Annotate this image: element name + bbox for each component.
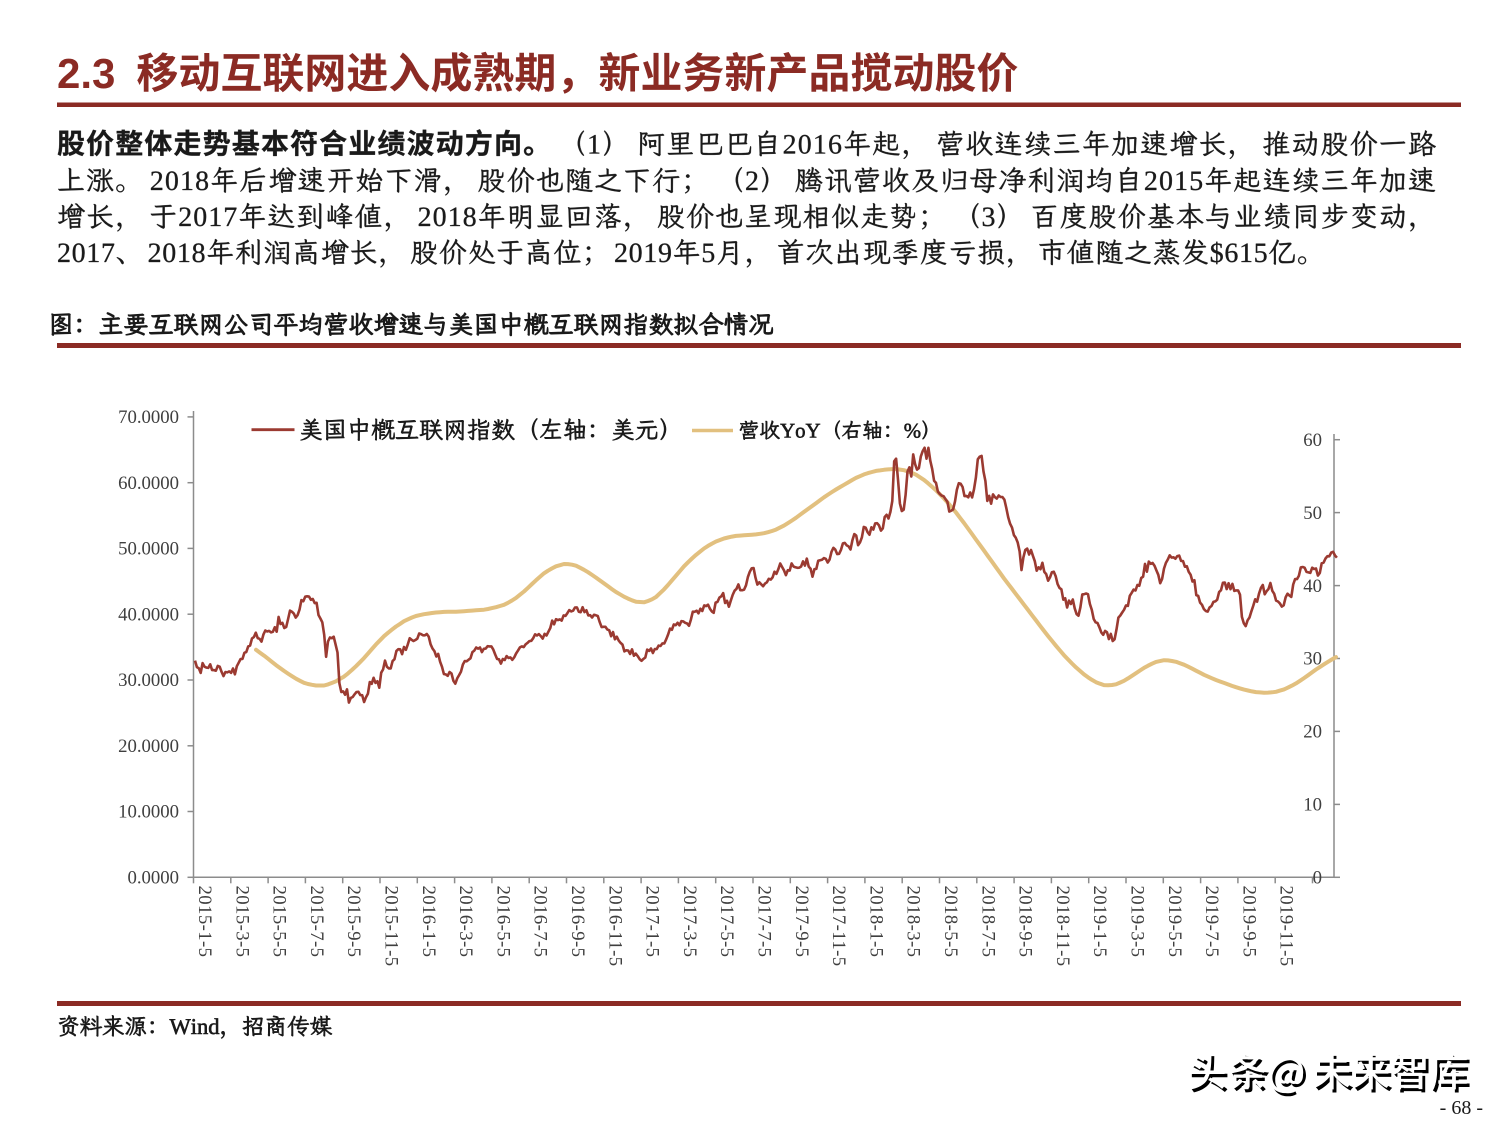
svg-text:30.0000: 30.0000 xyxy=(118,670,179,691)
svg-text:2018-3-5: 2018-3-5 xyxy=(903,886,924,958)
svg-text:2017-3-5: 2017-3-5 xyxy=(679,886,700,958)
svg-text:2018-5-5: 2018-5-5 xyxy=(940,886,961,958)
svg-text:2016-3-5: 2016-3-5 xyxy=(455,886,476,958)
svg-text:20: 20 xyxy=(1303,722,1322,743)
svg-text:2018-9-5: 2018-9-5 xyxy=(1015,886,1036,958)
svg-text:40.0000: 40.0000 xyxy=(118,604,179,625)
svg-text:2015-1-5: 2015-1-5 xyxy=(194,886,215,958)
svg-text:20.0000: 20.0000 xyxy=(118,736,179,757)
svg-text:2016-5-5: 2016-5-5 xyxy=(492,886,513,958)
svg-text:2018-7-5: 2018-7-5 xyxy=(977,886,998,958)
svg-text:2015-5-5: 2015-5-5 xyxy=(269,886,290,958)
svg-text:60.0000: 60.0000 xyxy=(118,473,179,494)
svg-text:2016-11-5: 2016-11-5 xyxy=(604,886,625,967)
svg-text:2018-1-5: 2018-1-5 xyxy=(865,886,886,958)
svg-text:2016-1-5: 2016-1-5 xyxy=(418,886,439,958)
svg-text:2019-11-5: 2019-11-5 xyxy=(1276,886,1297,967)
svg-text:2015-7-5: 2015-7-5 xyxy=(306,886,327,958)
svg-text:10: 10 xyxy=(1303,795,1322,816)
svg-text:50.0000: 50.0000 xyxy=(118,539,179,560)
svg-text:40: 40 xyxy=(1303,576,1322,597)
svg-text:2017-7-5: 2017-7-5 xyxy=(754,886,775,958)
svg-text:2019-7-5: 2019-7-5 xyxy=(1201,886,1222,958)
svg-text:60: 60 xyxy=(1303,430,1322,451)
svg-text:2018-11-5: 2018-11-5 xyxy=(1052,886,1073,967)
svg-text:2019-3-5: 2019-3-5 xyxy=(1127,886,1148,958)
svg-text:2017-11-5: 2017-11-5 xyxy=(828,886,849,967)
svg-text:- 68 -: - 68 - xyxy=(1440,1097,1483,1119)
svg-text:2019-1-5: 2019-1-5 xyxy=(1089,886,1110,958)
svg-text:2019-5-5: 2019-5-5 xyxy=(1164,886,1185,958)
svg-text:2016-7-5: 2016-7-5 xyxy=(530,886,551,958)
svg-text:70.0000: 70.0000 xyxy=(118,407,179,428)
svg-text:2017-5-5: 2017-5-5 xyxy=(716,886,737,958)
svg-text:2015-3-5: 2015-3-5 xyxy=(231,886,252,958)
svg-text:2017-1-5: 2017-1-5 xyxy=(642,886,663,958)
svg-text:0.0000: 0.0000 xyxy=(127,868,179,889)
svg-text:0: 0 xyxy=(1313,868,1322,889)
svg-text:2015-11-5: 2015-11-5 xyxy=(381,886,402,967)
svg-text:2016-9-5: 2016-9-5 xyxy=(567,886,588,958)
svg-text:2019-9-5: 2019-9-5 xyxy=(1238,886,1259,958)
svg-text:50: 50 xyxy=(1303,503,1322,524)
svg-text:2017-9-5: 2017-9-5 xyxy=(791,886,812,958)
svg-text:30: 30 xyxy=(1303,649,1322,670)
svg-text:2015-9-5: 2015-9-5 xyxy=(343,886,364,958)
svg-text:10.0000: 10.0000 xyxy=(118,802,179,823)
